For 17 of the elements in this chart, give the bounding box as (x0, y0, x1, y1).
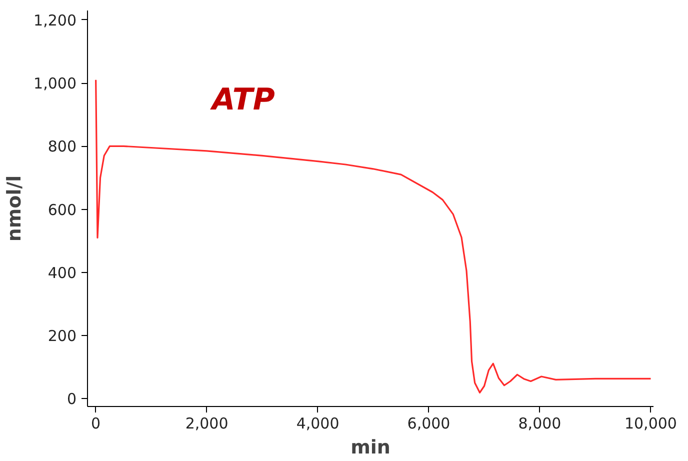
y-tick-label: 600 (48, 200, 77, 219)
x-tick-label: 6,000 (407, 414, 450, 432)
line-series (95, 79, 652, 394)
x-tick-label: 8,000 (518, 414, 562, 432)
y-tick-label: 200 (48, 327, 77, 346)
y-tick-label: 800 (48, 138, 77, 156)
y-axis-title: nmol/l (4, 175, 26, 242)
x-tick-label: 10,000 (624, 414, 677, 432)
x-axis-title: min (350, 436, 390, 458)
series-label: ATP (210, 82, 275, 118)
x-tick-label: 2,000 (185, 414, 228, 432)
x-tick-label: 0 (91, 414, 101, 432)
x-tick-label: 4,000 (296, 414, 340, 432)
y-tick-label: 1,200 (34, 11, 77, 30)
y-tick-label: 0 (66, 390, 77, 408)
y-tick-label: 400 (48, 264, 77, 282)
y-tick-label: 1,000 (34, 74, 77, 93)
